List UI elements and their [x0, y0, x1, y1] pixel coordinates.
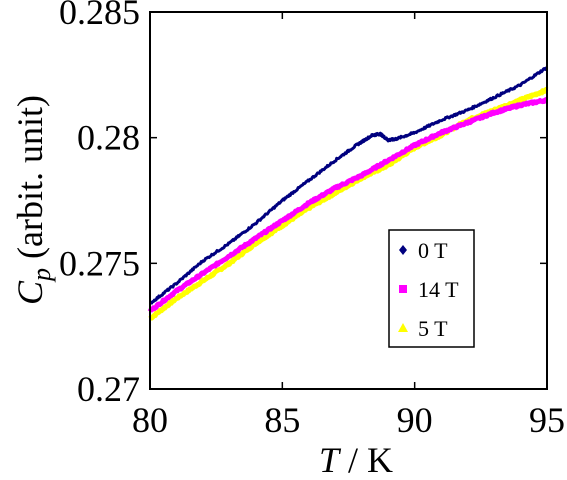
legend-marker — [398, 323, 408, 332]
legend-marker — [399, 285, 407, 293]
legend-label: 5 T — [418, 316, 448, 341]
x-tick-label: 95 — [529, 400, 565, 440]
legend-label: 0 T — [418, 238, 448, 263]
y-axis-title: Cp (arbit. unit) — [10, 95, 56, 305]
legend-label: 14 T — [418, 277, 459, 302]
series-line-14-t — [147, 97, 549, 313]
legend: 0 T 14 T 5 T — [388, 229, 475, 348]
x-tick-label: 90 — [397, 400, 433, 440]
y-tick-label: 0.27 — [77, 369, 140, 409]
x-tick-label: 85 — [264, 400, 300, 440]
x-axis-title: T / K — [319, 440, 393, 480]
y-tick-label: 0.275 — [59, 243, 140, 283]
tick-labels: 80 85 90 95 0.27 0.275 0.28 0.285 — [59, 0, 565, 440]
x-tick-label: 80 — [132, 400, 168, 440]
series-line-0-t — [149, 66, 549, 305]
y-tick-label: 0.28 — [77, 118, 140, 158]
legend-marker — [399, 245, 407, 255]
plot-frame — [149, 11, 548, 390]
axis-ticks — [149, 11, 548, 390]
y-tick-label: 0.285 — [59, 0, 140, 32]
legend-items: 0 T 14 T 5 T — [398, 238, 459, 341]
plot-series — [147, 66, 549, 321]
series-line-5-t — [148, 86, 549, 321]
